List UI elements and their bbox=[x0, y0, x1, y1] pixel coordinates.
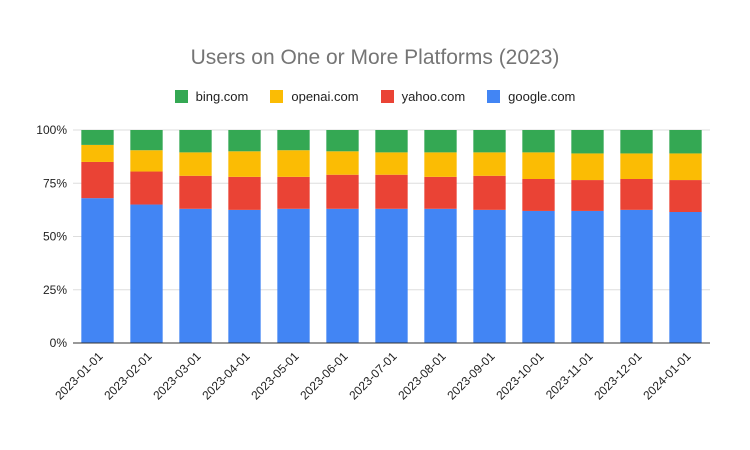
bar-openai-com bbox=[669, 153, 702, 181]
bar-openai-com bbox=[326, 151, 359, 175]
bar-google-com bbox=[228, 209, 261, 344]
bar-google-com bbox=[130, 204, 163, 343]
bar-openai-com bbox=[424, 152, 457, 177]
bar-bing-com bbox=[81, 130, 114, 145]
y-tick-label: 0% bbox=[50, 336, 68, 350]
bar-yahoo-com bbox=[571, 180, 604, 211]
legend-item-google-com: google.com bbox=[487, 89, 575, 104]
legend-swatch bbox=[380, 90, 394, 103]
bar-yahoo-com bbox=[424, 176, 457, 209]
legend-swatch bbox=[270, 90, 284, 103]
bar-bing-com bbox=[669, 130, 702, 154]
x-tick-label: 2023-02-01 bbox=[101, 349, 155, 403]
bar-bing-com bbox=[424, 130, 457, 153]
legend-label: bing.com bbox=[195, 89, 249, 104]
bar-google-com bbox=[620, 209, 653, 344]
bar-yahoo-com bbox=[81, 161, 114, 199]
bar-openai-com bbox=[522, 152, 555, 179]
legend-item-openai-com: openai.com bbox=[270, 89, 359, 104]
bar-google-com bbox=[669, 212, 702, 343]
x-tick-label: 2023-01-01 bbox=[52, 349, 106, 403]
x-tick-label: 2023-06-01 bbox=[297, 349, 351, 403]
y-tick-label: 50% bbox=[43, 230, 67, 244]
x-tick-label: 2023-05-01 bbox=[248, 349, 302, 403]
bar-openai-com bbox=[179, 152, 212, 176]
legend-label: yahoo.com bbox=[401, 89, 466, 104]
bar-bing-com bbox=[179, 130, 212, 153]
legend: bing.com openai.com yahoo.com google.com bbox=[0, 89, 750, 104]
bar-openai-com bbox=[473, 152, 506, 176]
y-tick-label: 75% bbox=[43, 176, 67, 190]
bar-openai-com bbox=[375, 152, 408, 175]
bar-bing-com bbox=[326, 130, 359, 152]
bar-openai-com bbox=[571, 153, 604, 181]
bar-google-com bbox=[81, 198, 114, 343]
bar-google-com bbox=[179, 208, 212, 343]
chart-title: Users on One or More Platforms (2023) bbox=[190, 46, 560, 69]
x-tick-label: 2023-04-01 bbox=[199, 349, 253, 403]
x-tick-label: 2023-12-01 bbox=[591, 349, 645, 403]
bar-bing-com bbox=[130, 130, 163, 151]
bar-google-com bbox=[473, 209, 506, 344]
bar-bing-com bbox=[620, 130, 653, 154]
bar-bing-com bbox=[277, 130, 310, 151]
legend-swatch bbox=[174, 90, 188, 103]
x-tick-label: 2023-07-01 bbox=[346, 349, 400, 403]
bar-bing-com bbox=[522, 130, 555, 153]
bar-openai-com bbox=[620, 153, 653, 179]
legend-label: openai.com bbox=[291, 89, 359, 104]
bar-google-com bbox=[375, 208, 408, 343]
bar-yahoo-com bbox=[179, 175, 212, 209]
bar-bing-com bbox=[228, 130, 261, 152]
bar-openai-com bbox=[130, 150, 163, 172]
bar-openai-com bbox=[228, 151, 261, 177]
bar-yahoo-com bbox=[669, 180, 702, 213]
x-tick-label: 2023-08-01 bbox=[395, 349, 449, 403]
x-tick-label: 2023-03-01 bbox=[150, 349, 204, 403]
y-tick-label: 25% bbox=[43, 283, 67, 297]
bar-yahoo-com bbox=[277, 176, 310, 209]
bar-bing-com bbox=[375, 130, 408, 153]
legend-swatch bbox=[487, 90, 501, 103]
bar-google-com bbox=[277, 208, 310, 343]
bar-yahoo-com bbox=[522, 178, 555, 211]
bar-yahoo-com bbox=[130, 171, 163, 205]
bar-yahoo-com bbox=[326, 174, 359, 209]
bar-google-com bbox=[424, 208, 457, 343]
bar-yahoo-com bbox=[473, 175, 506, 210]
x-tick-label: 2023-10-01 bbox=[493, 349, 547, 403]
y-tick-label: 100% bbox=[36, 123, 67, 137]
bar-bing-com bbox=[571, 130, 604, 154]
bar-yahoo-com bbox=[228, 176, 261, 210]
x-tick-label: 2023-11-01 bbox=[543, 349, 596, 402]
bar-google-com bbox=[571, 210, 604, 343]
bar-yahoo-com bbox=[375, 174, 408, 209]
legend-item-bing-com: bing.com bbox=[174, 89, 249, 104]
bar-bing-com bbox=[473, 130, 506, 153]
legend-item-yahoo-com: yahoo.com bbox=[380, 89, 466, 104]
x-tick-label: 2024-01-01 bbox=[640, 349, 694, 403]
bar-openai-com bbox=[277, 150, 310, 177]
bar-google-com bbox=[522, 210, 555, 343]
legend-label: google.com bbox=[508, 89, 576, 104]
bar-yahoo-com bbox=[620, 178, 653, 210]
bar-google-com bbox=[326, 208, 359, 343]
bar-openai-com bbox=[81, 144, 114, 162]
x-tick-label: 2023-09-01 bbox=[444, 349, 498, 403]
